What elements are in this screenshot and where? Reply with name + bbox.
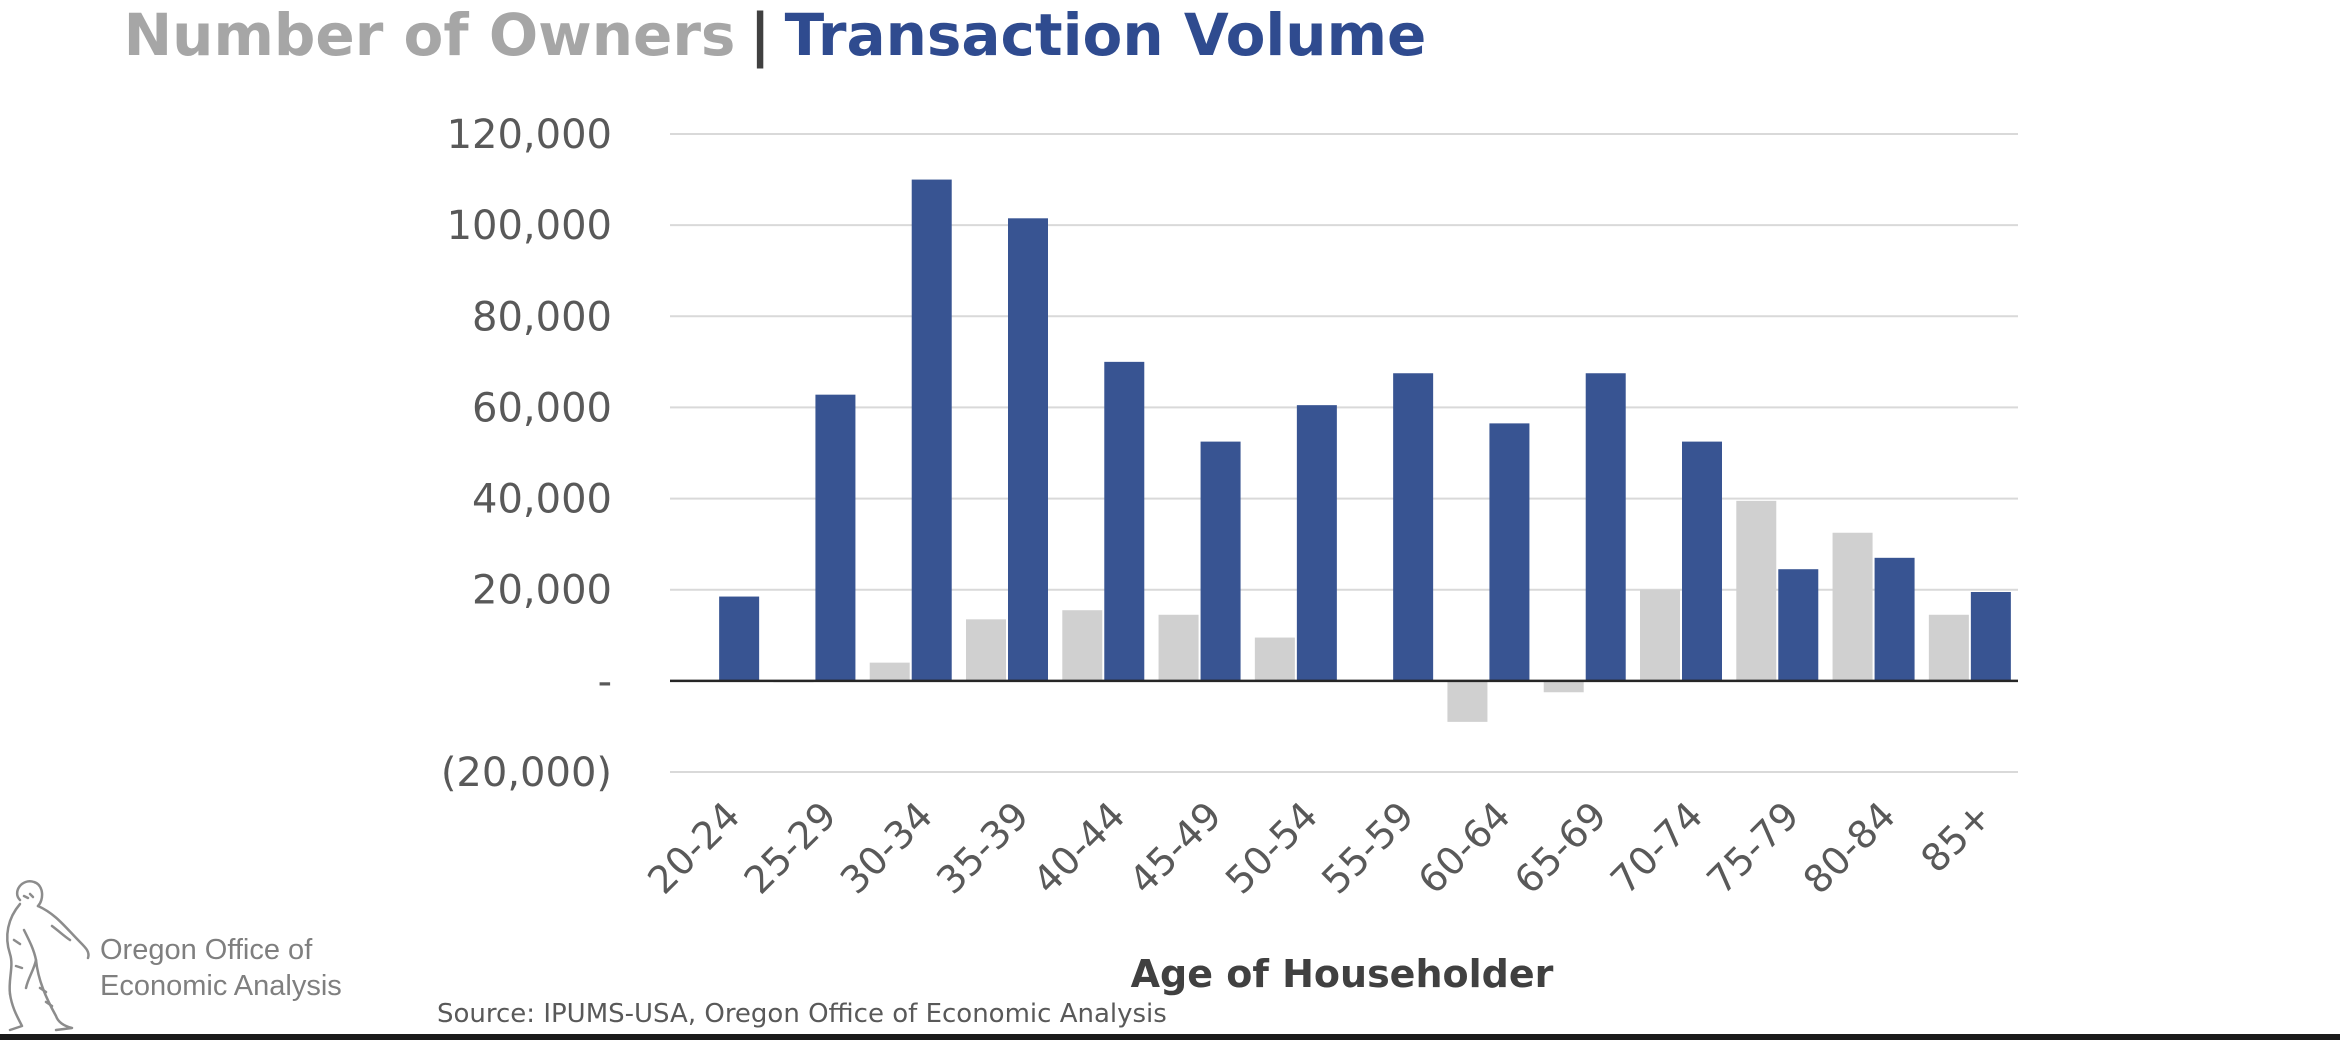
owners-bar-65-69 <box>1543 680 1584 693</box>
volume-bar-20-24 <box>719 596 760 681</box>
y-tick-label: - <box>598 659 612 705</box>
title-separator: | <box>749 1 771 69</box>
bars <box>677 179 2011 722</box>
owners-bar-30-34 <box>869 662 910 681</box>
x-tick-label: 85+ <box>1912 793 2000 881</box>
x-axis-label: Age of Householder <box>1131 952 1554 996</box>
x-tick-label: 75-79 <box>1698 793 1807 902</box>
volume-bar-25-29 <box>815 394 856 681</box>
logo-text: Oregon Office of Economic Analysis <box>100 932 342 1004</box>
y-tick-label: 20,000 <box>472 568 612 614</box>
logo-line-2: Economic Analysis <box>100 970 342 1002</box>
volume-bar-45-49 <box>1200 441 1241 681</box>
x-tick-label: 45-49 <box>1121 793 1230 902</box>
volume-bar-65-69 <box>1585 373 1626 681</box>
source-note: Source: IPUMS-USA, Oregon Office of Econ… <box>437 999 1167 1029</box>
y-tick-label: 80,000 <box>472 294 612 340</box>
volume-bar-40-44 <box>1104 361 1145 681</box>
logo-line-1: Oregon Office of <box>100 934 313 966</box>
owners-bar-85+ <box>1928 614 1969 681</box>
volume-bar-70-74 <box>1682 441 1722 681</box>
volume-bar-80-84 <box>1874 557 1915 681</box>
sasquatch-logo-icon <box>6 880 90 1032</box>
title-owners: Number of Owners <box>123 1 736 69</box>
bottom-bar <box>0 1034 2340 1040</box>
chart-title: Number of Owners | Transaction Volume <box>0 0 1550 80</box>
volume-bar-35-39 <box>1008 218 1048 681</box>
x-tick-label: 30-34 <box>832 793 941 902</box>
owners-bar-60-64 <box>1447 680 1488 722</box>
y-tick-label: 100,000 <box>447 203 612 249</box>
y-tick-label: (20,000) <box>441 750 612 796</box>
volume-bar-30-34 <box>911 179 952 681</box>
owners-bar-45-49 <box>1158 614 1199 681</box>
y-tick-labels: 120,000 100,000 80,000 60,000 40,000 20,000 - (… <box>441 112 612 796</box>
owners-bar-70-74 <box>1640 589 1680 681</box>
volume-bar-60-64 <box>1489 423 1530 681</box>
x-tick-label: 80-84 <box>1795 793 1904 902</box>
x-tick-label: 55-59 <box>1313 793 1422 902</box>
volume-bar-75-79 <box>1778 569 1819 681</box>
owners-bar-80-84 <box>1832 532 1873 681</box>
x-tick-label: 25-29 <box>736 793 845 902</box>
volume-bar-55-59 <box>1393 373 1434 681</box>
x-tick-label: 35-39 <box>928 793 1037 902</box>
title-volume: Transaction Volume <box>784 1 1427 69</box>
y-tick-label: 120,000 <box>447 112 612 158</box>
y-tick-label: 60,000 <box>472 385 612 431</box>
x-tick-labels: 20-2425-2930-3435-3940-4445-4950-5455-59… <box>639 793 2000 902</box>
x-tick-label: 70-74 <box>1602 793 1711 902</box>
owners-bar-35-39 <box>966 619 1006 681</box>
owners-bar-50-54 <box>1254 637 1295 681</box>
x-tick-label: 65-69 <box>1506 793 1615 902</box>
x-tick-label: 60-64 <box>1410 793 1519 902</box>
y-tick-label: 40,000 <box>472 477 612 523</box>
x-tick-label: 50-54 <box>1217 793 1326 902</box>
x-tick-label: 20-24 <box>639 793 748 902</box>
owners-bar-40-44 <box>1062 610 1103 681</box>
x-tick-label: 40-44 <box>1024 793 1133 902</box>
volume-bar-50-54 <box>1296 405 1337 681</box>
owners-bar-75-79 <box>1736 500 1777 681</box>
volume-bar-85+ <box>1970 591 2011 681</box>
